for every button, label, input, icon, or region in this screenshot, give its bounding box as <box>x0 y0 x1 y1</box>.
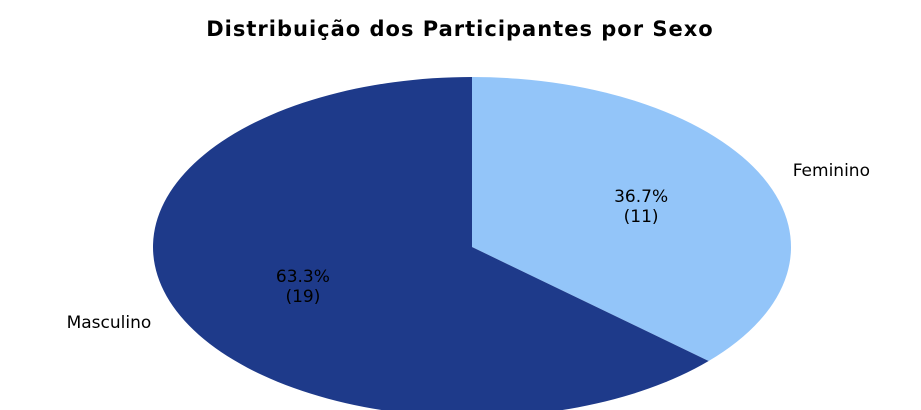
value-label: 36.7% <box>614 187 668 207</box>
count-label: (19) <box>285 287 320 307</box>
count-label: (11) <box>624 207 659 227</box>
category-label: Masculino <box>67 313 152 333</box>
pie-slice <box>472 77 791 362</box>
chart-title: Distribuição dos Participantes por Sexo <box>206 17 713 41</box>
value-label: 63.3% <box>276 267 330 287</box>
pie-slice <box>153 77 709 410</box>
category-label: Feminino <box>793 161 870 181</box>
